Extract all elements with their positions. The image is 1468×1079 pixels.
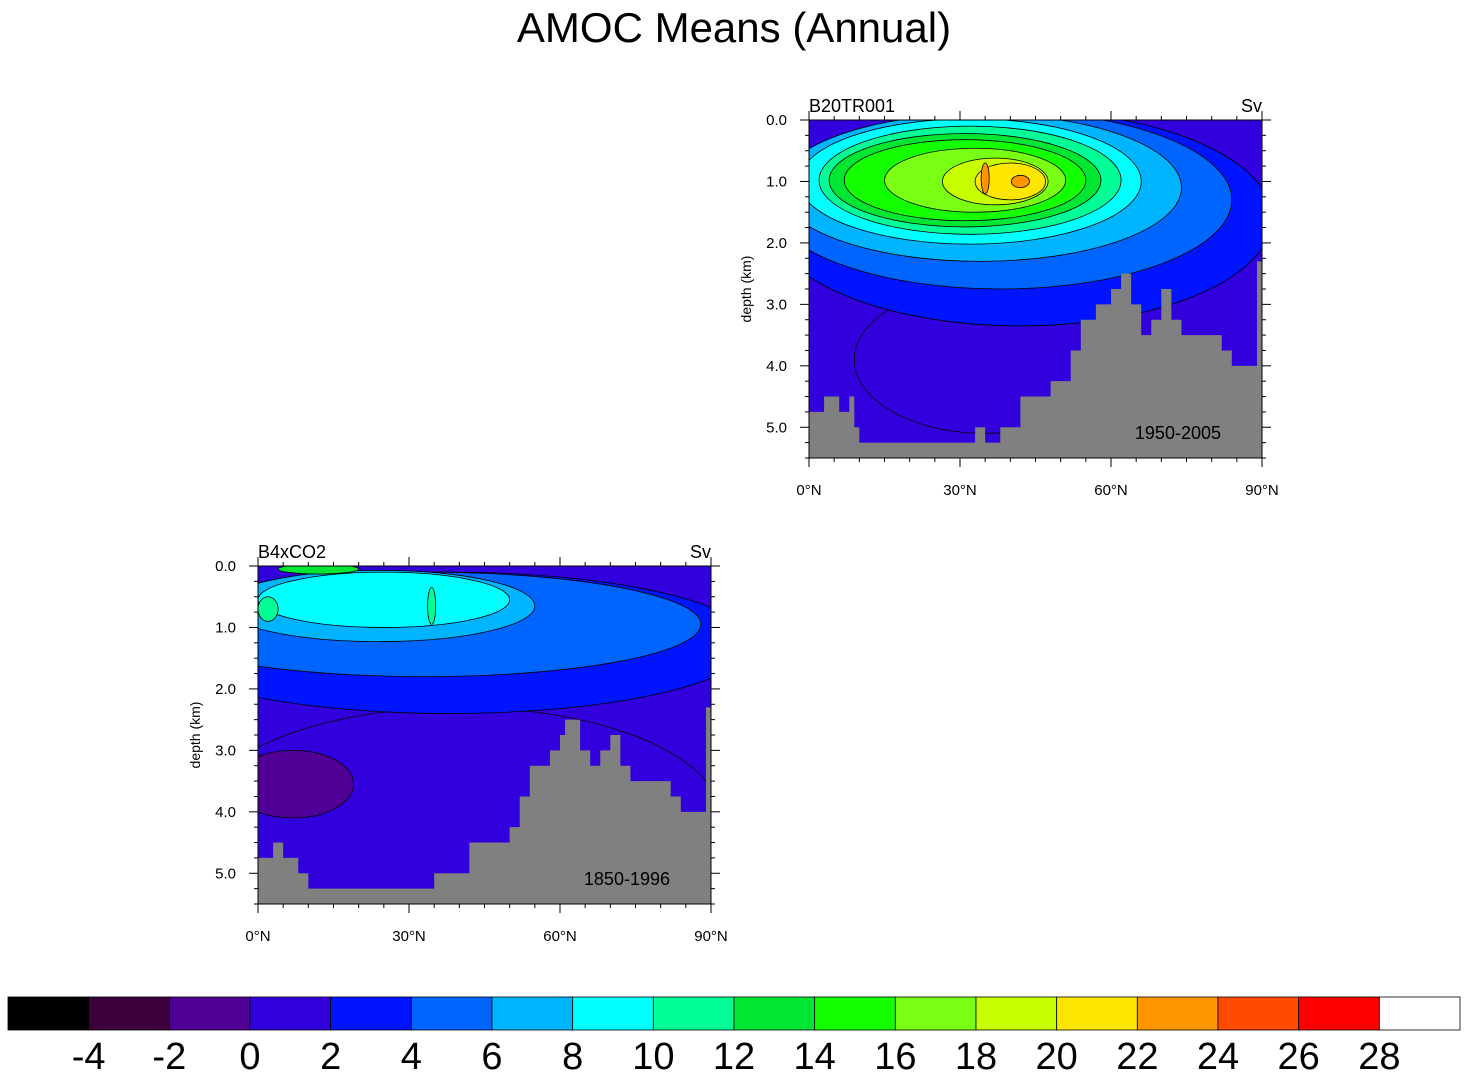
colorbar-label: 6 (481, 1036, 502, 1078)
y-tick-label: 2.0 (215, 681, 236, 698)
period-label: 1950-2005 (1135, 423, 1221, 443)
colorbar-label: -4 (72, 1036, 106, 1078)
y-tick-label: 0.0 (766, 112, 787, 129)
x-tick-label: 90°N (1245, 482, 1279, 499)
x-tick-label: 0°N (796, 482, 821, 499)
bathymetry (809, 261, 1262, 458)
colorbar-label: 12 (713, 1036, 755, 1078)
contour-10-5 (258, 596, 279, 622)
colorbar-swatch (330, 996, 412, 1031)
chart-title: AMOC Means (Annual) (516, 4, 952, 51)
y-tick-label: 2.0 (766, 235, 787, 252)
period-label: 1850-1996 (584, 869, 670, 889)
colorbar-swatch (1056, 996, 1138, 1031)
y-tick-label: 1.0 (766, 173, 787, 190)
colorbar-swatch (814, 996, 896, 1031)
panel-name: B4xCO2 (258, 542, 326, 562)
bathymetry (258, 707, 711, 904)
contour-22-11 (980, 162, 990, 195)
y-tick-label: 0.0 (215, 558, 236, 575)
y-tick-label: 1.0 (215, 619, 236, 636)
colorbar-swatch (1136, 996, 1219, 1031)
y-tick-label: 3.0 (215, 742, 236, 759)
colorbar-swatch (249, 996, 332, 1031)
panel-b20tr001: 0°N 30°N 60°N 90°N 0.0 1.0 2.0 3.0 4.0 5.0 depth (… (738, 96, 1279, 499)
y-axis-title: depth (km) (738, 256, 754, 323)
plot-area (258, 566, 711, 904)
contour-10-6 (427, 587, 437, 625)
colorbar-swatch (733, 996, 816, 1031)
colorbar-swatch (975, 996, 1058, 1031)
colorbar-swatch (572, 996, 654, 1031)
colorbar-label: 2 (320, 1036, 341, 1078)
contour-12-7 (277, 566, 360, 575)
colorbar-label: -2 (152, 1036, 186, 1078)
x-tick-label: 30°N (392, 928, 426, 945)
y-tick-label: 4.0 (215, 804, 236, 821)
y-axis-title: depth (km) (187, 702, 203, 769)
colorbar-swatch (1217, 996, 1300, 1031)
colorbar-label: 14 (794, 1036, 836, 1078)
colorbar-label: 4 (401, 1036, 422, 1078)
x-tick-label: 60°N (543, 928, 577, 945)
colorbar-label: 28 (1358, 1036, 1400, 1078)
colorbar-label: 18 (955, 1036, 997, 1078)
colorbar-label: 10 (632, 1036, 674, 1078)
y-tick-label: 4.0 (766, 358, 787, 375)
contour-22-12 (1010, 174, 1030, 188)
contour-8-4 (258, 571, 511, 628)
x-tick-label: 30°N (943, 482, 977, 499)
x-tick-label: 60°N (1094, 482, 1128, 499)
panel-b4xco2: 0°N 30°N 60°N 90°N 0.0 1.0 2.0 3.0 4.0 5.0 depth (… (187, 542, 728, 945)
colorbar-swatch (168, 996, 251, 1031)
units-label: Sv (690, 542, 711, 562)
colorbar-label: 0 (239, 1036, 260, 1078)
colorbar-label: 24 (1197, 1036, 1239, 1078)
colorbar-label: 22 (1116, 1036, 1158, 1078)
plot-area (809, 120, 1262, 458)
colorbar-swatch (88, 996, 170, 1031)
x-tick-label: 0°N (245, 928, 270, 945)
colorbar-swatch (652, 996, 735, 1031)
colorbar-swatch (491, 996, 574, 1031)
y-tick-label: 3.0 (766, 296, 787, 313)
colorbar-swatch (410, 996, 493, 1031)
colorbar-swatch (1298, 996, 1380, 1031)
units-label: Sv (1241, 96, 1262, 116)
colorbar: -4 -2 0 2 4 6 8 10 12 14 16 18 20 22 24 26 28 (7, 996, 1461, 1078)
y-tick-label: 5.0 (766, 419, 787, 436)
colorbar-label: 8 (562, 1036, 583, 1078)
colorbar-label: 16 (874, 1036, 916, 1078)
contour-20-10 (974, 162, 1046, 201)
colorbar-label: 26 (1278, 1036, 1320, 1078)
x-tick-label: 90°N (694, 928, 728, 945)
colorbar-swatch (7, 996, 90, 1031)
y-tick-label: 5.0 (215, 865, 236, 882)
contour--2-8 (258, 749, 355, 819)
colorbar-swatch (1378, 996, 1461, 1031)
colorbar-label: 20 (1036, 1036, 1078, 1078)
panel-name: B20TR001 (809, 96, 895, 116)
colorbar-swatch (894, 996, 977, 1031)
